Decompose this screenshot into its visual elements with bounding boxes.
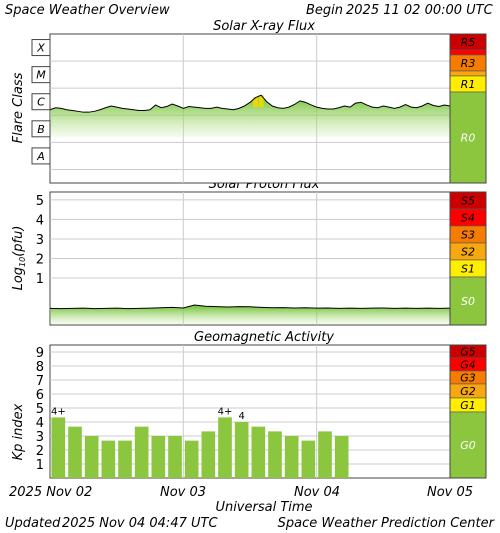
proton-flux-line	[49, 304, 473, 310]
proton-ylabel-main: Log	[11, 267, 26, 290]
proton-scale-label-s2: S2	[461, 246, 475, 259]
kp-scale-label-g2: G2	[460, 385, 476, 398]
kp-bar-label: 4+	[218, 406, 233, 417]
xray-class-label-a: A	[36, 150, 45, 163]
kp-bar	[318, 431, 332, 478]
kp-bar	[151, 436, 166, 478]
kp-bar	[251, 426, 266, 478]
kp-ytick-8: 8	[36, 360, 44, 375]
proton-scale-label-s0: S0	[461, 295, 475, 308]
proton-scale-label-s1: S1	[461, 263, 475, 276]
proton-ytick-2: 2	[36, 253, 44, 268]
kp-bar	[51, 417, 66, 478]
xray-scale-label-r5: R5	[461, 36, 476, 49]
kp-scale-label-g0: G0	[460, 439, 476, 452]
proton-scale-label-s4: S4	[461, 212, 475, 225]
kp-ytick-7: 7	[36, 374, 44, 389]
xray-class-box	[31, 39, 51, 57]
proton-scale-segment	[449, 276, 487, 326]
xray-scale-segment	[449, 49, 487, 56]
proton-ytick-4: 4	[36, 213, 44, 228]
xray-ylabel: Flare Class	[11, 72, 26, 143]
proton-ytick-5: 5	[36, 194, 44, 209]
kp-bar	[284, 436, 299, 478]
kp-ytick-5: 5	[36, 402, 44, 417]
scale-column-frame	[449, 33, 487, 184]
kp-bar	[201, 431, 216, 478]
kp-bar	[68, 426, 82, 478]
proton-ylabel-tail: (pfu)	[11, 226, 26, 257]
kp-ytick-4: 4	[36, 416, 44, 431]
xray-scale-label-r3: R3	[461, 57, 476, 70]
proton-scale-label-s5: S5	[461, 195, 475, 208]
xray-class-box	[31, 147, 51, 165]
xray-scale-label-r1: R1	[461, 78, 476, 91]
xray-flux-line	[49, 94, 473, 113]
xray-scale-segment	[449, 70, 487, 77]
xray-panel-title: Solar X-ray Flux	[213, 19, 315, 34]
kp-bar-label: 4+	[51, 406, 66, 417]
xray-peak-highlight	[258, 95, 264, 108]
xray-class-label-x: X	[36, 42, 45, 55]
proton-scale-label-s3: S3	[461, 229, 475, 242]
kp-ytick-3: 3	[36, 430, 44, 445]
kp-ytick-1: 1	[36, 458, 44, 473]
updated-label: Updated	[5, 516, 61, 531]
kp-ytick-2: 2	[36, 444, 44, 459]
xray-peak-highlight	[253, 97, 259, 108]
proton-ytick-3: 3	[36, 233, 44, 248]
proton-ytick-1: 1	[36, 272, 44, 287]
overview-title: Space Weather Overview	[5, 3, 170, 18]
kp-panel-title: Geomagnetic Activity	[194, 330, 334, 345]
kp-bar	[101, 440, 116, 478]
kp-bar	[134, 426, 149, 478]
begin-label: Begin	[306, 3, 343, 18]
kp-scale-label-g4: G4	[460, 359, 476, 372]
kp-bar	[184, 440, 199, 478]
kp-bar	[118, 440, 132, 478]
kp-bar	[168, 436, 182, 478]
scale-column-frame	[449, 191, 487, 326]
kp-bar	[334, 436, 349, 478]
x-tick-nov02: 2025 Nov 02	[9, 485, 92, 500]
xray-class-box	[31, 93, 51, 111]
xray-class-label-b: B	[37, 123, 45, 136]
x-tick-nov05: Nov 05	[427, 485, 473, 500]
begin-value: 2025 11 02 00:00 UTC	[346, 3, 494, 18]
kp-bar	[301, 440, 316, 478]
proton-ylabel: Log10(pfu)	[11, 226, 27, 291]
x-axis-label: Universal Time	[215, 500, 312, 515]
kp-scale-label-g5: G5	[460, 346, 476, 359]
xray-class-label-m: M	[36, 69, 46, 82]
scale-column-frame	[449, 344, 487, 479]
xray-class-box	[31, 120, 51, 138]
xray-scale-segment	[449, 91, 487, 184]
proton-flux-area	[50, 305, 473, 324]
kp-scale-label-g3: G3	[460, 372, 476, 385]
kp-bar	[84, 436, 99, 478]
x-tick-nov03: Nov 03	[160, 485, 206, 500]
kp-ylabel: Kp index	[11, 403, 26, 460]
proton-ylabel-sub: 10	[18, 257, 27, 267]
kp-bar	[268, 431, 282, 478]
kp-bar-label: 4	[238, 411, 244, 422]
xray-class-box	[31, 66, 51, 84]
xray-class-label-c: C	[37, 96, 45, 109]
kp-bar	[218, 417, 232, 478]
xray-scale-label-r0: R0	[461, 132, 476, 145]
kp-scale-label-g1: G1	[460, 399, 476, 412]
kp-bar	[234, 422, 249, 478]
kp-ytick-6: 6	[36, 388, 44, 403]
x-tick-nov04: Nov 04	[294, 485, 340, 500]
updated-value: 2025 Nov 04 04:47 UTC	[62, 516, 218, 531]
credit-text: Space Weather Prediction Center	[278, 516, 496, 531]
kp-ytick-9: 9	[36, 346, 44, 361]
